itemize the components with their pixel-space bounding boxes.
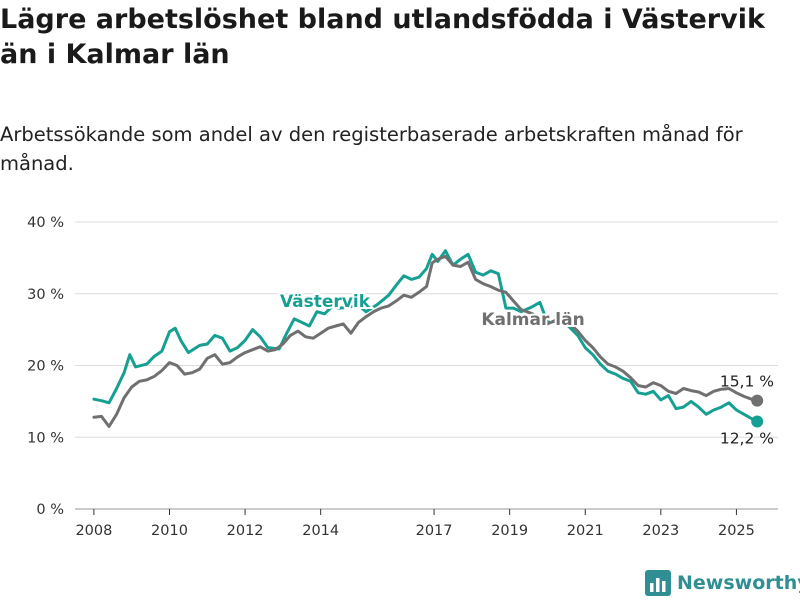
bar-chart-logo-icon [645,570,671,596]
y-tick-label: 20 % [27,359,64,375]
x-tick-label: 2017 [416,523,453,539]
series-end-label: 15,1 % [720,373,774,391]
series-line-västervik [92,249,759,423]
y-tick-label: 10 % [27,430,64,446]
x-tick-label: 2021 [567,523,604,539]
chart-title: Lägre arbetslöshet bland utlandsfödda i … [0,4,765,70]
x-tick-label: 2023 [642,523,679,539]
x-tick-label: 2010 [151,523,188,539]
y-tick-label: 40 % [27,215,64,231]
series-end-label: 12,2 % [720,429,774,447]
series-end-point [751,415,764,428]
brand-logo: Newsworthy [645,566,800,600]
x-tick-label: 2025 [718,523,755,539]
series-end-point [751,394,764,407]
series-name-label: Västervik [280,292,371,312]
y-tick-label: 30 % [27,287,64,303]
x-tick-label: 2019 [491,523,528,539]
series-name-label: Kalmar län [481,310,584,330]
x-tick-label: 2012 [227,523,264,539]
y-tick-label: 0 % [36,502,64,518]
chart-subtitle: Arbetssökande som andel av den registerb… [0,123,743,175]
x-tick-label: 2014 [302,523,339,539]
x-tick-label: 2008 [75,523,112,539]
brand-name: Newsworthy [677,572,800,594]
series-line-kalmar-län [92,254,759,428]
